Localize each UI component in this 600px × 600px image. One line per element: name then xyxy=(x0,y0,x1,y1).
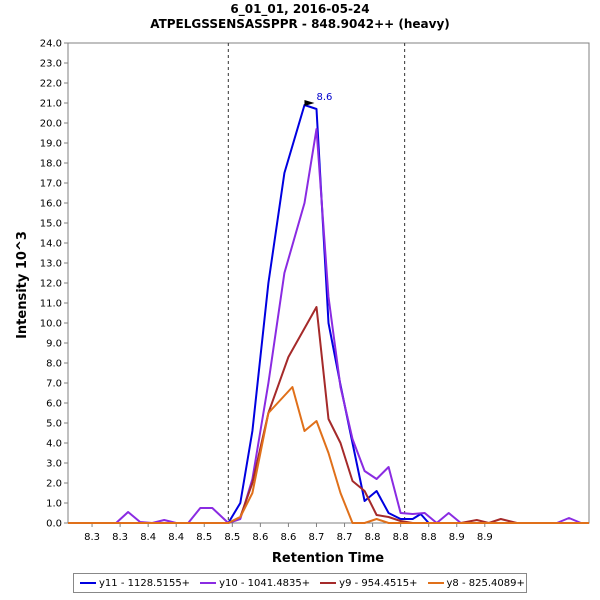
x-tick-label: 8.7 xyxy=(337,532,353,543)
y-tick-label: 7.0 xyxy=(46,379,62,390)
x-tick-label: 8.8 xyxy=(421,532,437,543)
y-tick-label: 22.0 xyxy=(40,79,62,90)
legend: y11 - 1128.5155+ y10 - 1041.4835+ y9 - 954… xyxy=(73,573,527,593)
y-tick-label: 18.0 xyxy=(40,159,62,170)
x-tick-label: 8.3 xyxy=(84,532,100,543)
y-tick-label: 23.0 xyxy=(40,59,62,70)
y-tick-label: 17.0 xyxy=(40,179,62,190)
legend-swatch xyxy=(427,582,444,584)
legend-label: y11 - 1128.5155+ xyxy=(99,577,191,589)
y-tick-label: 15.0 xyxy=(40,219,62,230)
peak-marker-icon xyxy=(304,100,315,106)
y-tick-label: 4.0 xyxy=(46,439,62,450)
x-tick-label: 8.8 xyxy=(365,532,381,543)
series-line-y11 xyxy=(68,104,589,524)
y-tick-label: 11.0 xyxy=(40,299,62,310)
legend-item: y8 - 825.4089+ xyxy=(427,577,525,589)
y-tick-label: 21.0 xyxy=(40,99,62,110)
chart-title: 6_01_01, 2016-05-24 xyxy=(230,2,369,17)
y-tick-label: 9.0 xyxy=(46,339,62,350)
chart-subtitle: ATPELGSSENSASSPPR - 848.9042++ (heavy) xyxy=(150,17,450,31)
y-tick-label: 5.0 xyxy=(46,419,62,430)
y-tick-label: 24.0 xyxy=(40,39,62,50)
y-tick-label: 10.0 xyxy=(40,319,62,330)
legend-item: y11 - 1128.5155+ xyxy=(80,578,190,589)
x-tick-label: 8.9 xyxy=(449,532,465,543)
y-tick-label: 20.0 xyxy=(40,119,62,130)
legend-label: y8 - 825.4089+ xyxy=(446,577,525,589)
x-tick-label: 8.9 xyxy=(477,532,493,543)
y-tick-label: 14.0 xyxy=(40,239,62,250)
legend-item: y10 - 1041.4835+ xyxy=(200,578,310,589)
x-tick-label: 8.7 xyxy=(309,532,325,543)
y-tick-label: 6.0 xyxy=(46,399,62,410)
y-tick-label: 19.0 xyxy=(40,139,62,150)
peak-label: 8.6 xyxy=(317,92,333,103)
series-line-y9 xyxy=(68,306,589,524)
y-tick-label: 16.0 xyxy=(40,199,62,210)
series-line-y8 xyxy=(68,386,589,524)
y-tick-label: 12.0 xyxy=(40,279,62,290)
x-tick-label: 8.4 xyxy=(140,532,156,543)
legend-swatch xyxy=(320,582,337,584)
y-tick-label: 2.0 xyxy=(46,479,62,490)
y-tick-label: 3.0 xyxy=(46,459,62,470)
legend-item: y9 - 954.4515+ xyxy=(320,577,418,589)
y-tick-label: 13.0 xyxy=(40,259,62,270)
legend-label: y10 - 1041.4835+ xyxy=(219,577,311,589)
x-tick-label: 8.8 xyxy=(393,532,409,543)
legend-swatch xyxy=(200,582,217,584)
y-tick-label: 8.0 xyxy=(46,359,62,370)
y-axis-label: Intensity 10^3 xyxy=(15,231,30,339)
x-axis-label: Retention Time xyxy=(272,551,384,566)
x-tick-label: 8.3 xyxy=(112,532,128,543)
legend-swatch xyxy=(80,582,96,584)
x-tick-label: 8.4 xyxy=(168,532,184,543)
x-tick-label: 8.5 xyxy=(196,532,212,543)
x-tick-label: 8.5 xyxy=(224,532,240,543)
plot-area: 0.0 1.0 2.0 3.0 4.0 5.0 6.0 7.0 8.0 9.0 10.0 11.0 12… xyxy=(40,39,590,543)
x-tick-label: 8.6 xyxy=(280,532,296,543)
legend-label: y9 - 954.4515+ xyxy=(339,577,418,589)
y-tick-label: 0.0 xyxy=(46,519,62,530)
x-tick-label: 8.6 xyxy=(252,532,268,543)
y-tick-label: 1.0 xyxy=(46,499,62,510)
